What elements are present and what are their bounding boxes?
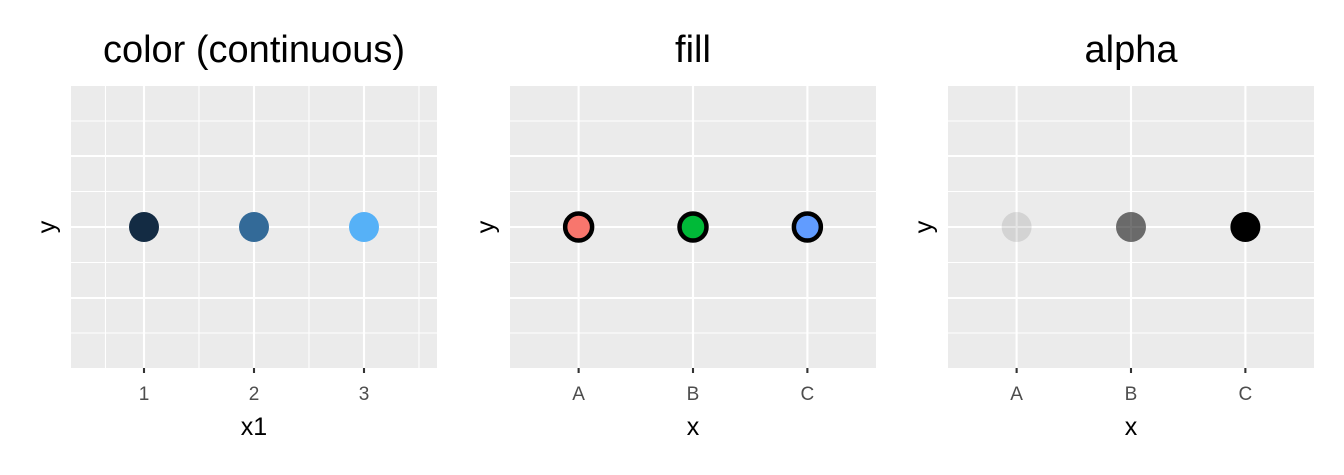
data-point: [239, 212, 269, 242]
data-point: [1001, 212, 1032, 242]
data-points: [562, 211, 824, 243]
x-tick-label: 2: [249, 384, 260, 405]
panel-alpha: alpha A B C x y: [910, 29, 1314, 441]
x-axis-title: x: [1125, 413, 1138, 441]
gridlines: [948, 86, 1314, 368]
x-axis-title: x: [687, 413, 700, 441]
data-point: [129, 212, 159, 242]
data-point: [1116, 212, 1146, 242]
data-points: [129, 212, 379, 242]
panel-fill: fill A B C x y: [472, 29, 876, 441]
data-point: [791, 211, 824, 243]
x-tick-label: C: [801, 384, 815, 405]
x-tick-label: A: [572, 384, 585, 405]
x-axis-ticks: 1 2 3: [139, 368, 370, 405]
data-points: [1001, 212, 1261, 242]
x-tick-label: B: [1125, 384, 1138, 405]
y-axis-title: y: [910, 220, 938, 233]
y-axis-title: y: [472, 220, 500, 233]
x-tick-label: C: [1239, 384, 1253, 405]
y-axis-title: y: [33, 220, 61, 233]
panel-title: alpha: [1085, 29, 1179, 71]
x-tick-label: B: [687, 384, 700, 405]
panel-title: color (continuous): [103, 29, 405, 71]
x-tick-label: A: [1010, 384, 1023, 405]
x-tick-label: 3: [359, 384, 370, 405]
panel-title: fill: [675, 29, 711, 71]
data-point: [1230, 212, 1261, 242]
x-tick-label: 1: [139, 384, 150, 405]
x-axis-ticks: A B C: [572, 368, 814, 405]
data-point: [562, 211, 595, 243]
x-axis-title: x1: [241, 413, 267, 441]
data-point: [349, 212, 379, 242]
panel-color-continuous: color (continuous) 1 2 3 x1 y: [33, 29, 437, 441]
x-axis-ticks: A B C: [1010, 368, 1252, 405]
data-point: [677, 211, 709, 243]
